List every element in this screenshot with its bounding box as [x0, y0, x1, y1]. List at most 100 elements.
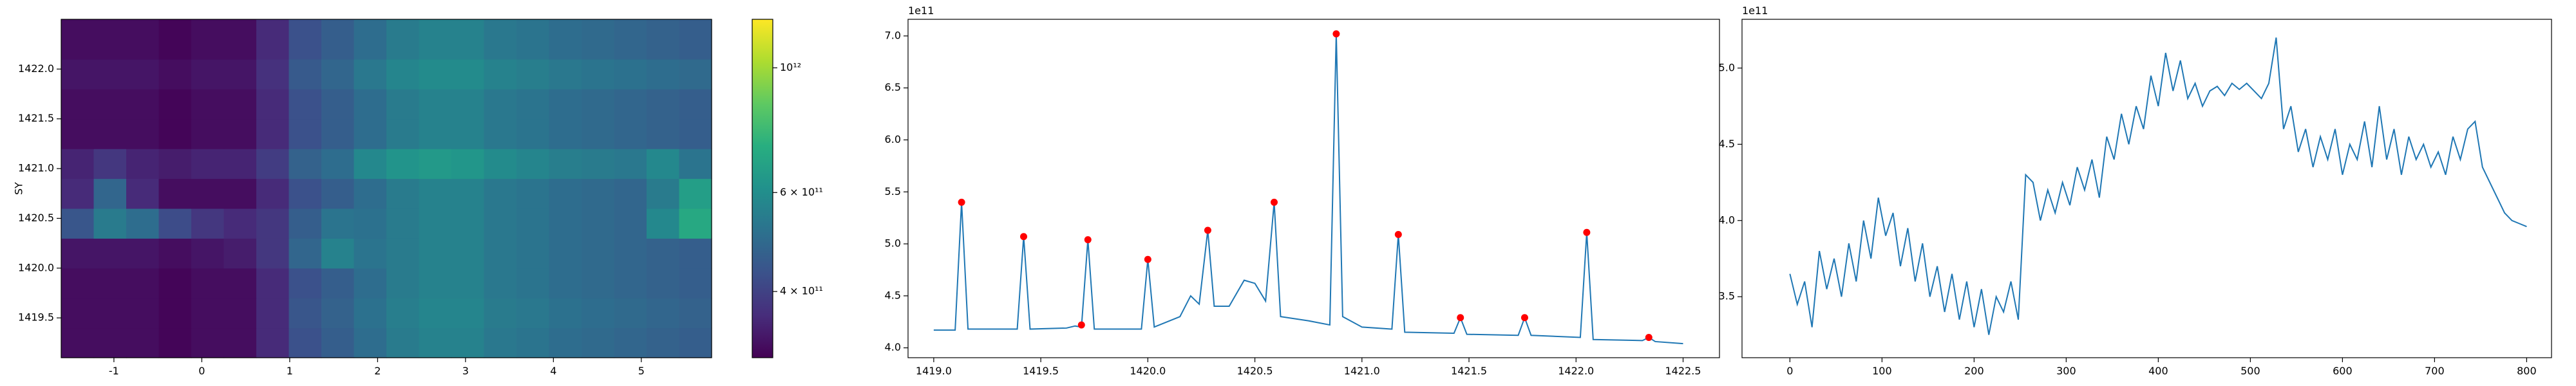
colorbar-frame [752, 19, 773, 358]
heatmap-cell [451, 327, 485, 358]
heatmap-cell [354, 29, 387, 60]
heatmap-cell [321, 178, 355, 209]
heatmap-cell [191, 19, 225, 30]
heatmap-cell [647, 208, 680, 239]
heatmap-cell [516, 268, 550, 299]
x-tick-label: 700 [2425, 365, 2445, 377]
heatmap-cell [484, 19, 517, 30]
heatmap-cell [289, 238, 322, 269]
heatmap-cell [321, 268, 355, 299]
heatmap-cell [289, 89, 322, 120]
x-tick-label: 4 [550, 365, 556, 377]
heatmap-cell [191, 149, 225, 179]
heatmap-cell [93, 118, 127, 149]
heatmap-cell [582, 178, 615, 209]
heatmap-cell [256, 89, 290, 120]
x-tick-label: 600 [2333, 365, 2353, 377]
heatmap-cell [516, 118, 550, 149]
heatmap-cell [126, 149, 160, 179]
heatmap-cell [191, 327, 225, 358]
heatmap-cell [354, 89, 387, 120]
heatmap-cell [516, 59, 550, 89]
heatmap-cell [223, 178, 257, 209]
heatmap-cell [451, 268, 485, 299]
heatmap-cell [61, 268, 95, 299]
heatmap-cell [484, 298, 517, 329]
heatmap-cell [126, 268, 160, 299]
heatmap-cell [549, 327, 582, 358]
heatmap-cell [158, 149, 192, 179]
x-tick-label: 1419.5 [1023, 365, 1059, 377]
heatmap-cell [516, 178, 550, 209]
heatmap-cell [679, 19, 712, 30]
axes-frame [1741, 19, 2552, 358]
heatmap-cell [647, 89, 680, 120]
heatmap-cell [419, 149, 452, 179]
heatmap-cell [679, 59, 712, 89]
heatmap-cell [582, 208, 615, 239]
heatmap-cell [158, 89, 192, 120]
x-tick-label: 200 [1964, 365, 1984, 377]
heatmap-cell [223, 268, 257, 299]
heatmap-cell [647, 238, 680, 269]
heatmap-cell [679, 327, 712, 358]
heatmap-cell [647, 298, 680, 329]
heatmap-cell [614, 89, 647, 120]
heatmap-cell [419, 89, 452, 120]
heatmap-cell [614, 268, 647, 299]
x-tick-label: 1419.0 [916, 365, 952, 377]
heatmap-cell [93, 208, 127, 239]
x-tick-label: 1422.5 [1665, 365, 1701, 377]
y-tick-label: 4.0 [1719, 214, 1735, 226]
heatmap-cell [516, 208, 550, 239]
heatmap-cell [419, 298, 452, 329]
heatmap-cell [419, 327, 452, 358]
heatmap-cell [451, 178, 485, 209]
heatmap-cell [484, 208, 517, 239]
peak-marker [958, 198, 965, 206]
heatmap-cell [484, 268, 517, 299]
heatmap-cell [419, 118, 452, 149]
heatmap-cell [158, 268, 192, 299]
heatmap-cell [93, 268, 127, 299]
heatmap-cell [126, 298, 160, 329]
heatmap-cell [289, 178, 322, 209]
heatmap-cell [582, 89, 615, 120]
heatmap-cell [289, 29, 322, 60]
heatmap-cell [93, 149, 127, 179]
heatmap-cell [93, 19, 127, 30]
heatmap-cell [516, 149, 550, 179]
heatmap-cell [289, 327, 322, 358]
heatmap-cell [61, 19, 95, 30]
heatmap-cell [256, 29, 290, 60]
heatmap-cell [484, 178, 517, 209]
heatmap-cell [61, 298, 95, 329]
heatmap-cell [679, 268, 712, 299]
heatmap-cell [256, 118, 290, 149]
heatmap-cell [354, 178, 387, 209]
heatmap-cell [484, 29, 517, 60]
heatmap-cell [354, 19, 387, 30]
heatmap-cell [647, 29, 680, 60]
heatmap-cell [321, 59, 355, 89]
heatmap-cell [223, 89, 257, 120]
heatmap-cell [256, 59, 290, 89]
heatmap-cell [256, 178, 290, 209]
heatmap-cell [158, 238, 192, 269]
plots: -1 0 1 2 3 4 5 1419.5 1420.0 1420.5 1421.0 1421.5 14… [18, 19, 2537, 377]
x-tick-label: 500 [2240, 365, 2260, 377]
heatmap-cell [93, 238, 127, 269]
heatmap-cell [61, 149, 95, 179]
heatmap-cell [516, 327, 550, 358]
heatmap-cell [223, 149, 257, 179]
heatmap-cell [93, 89, 127, 120]
heatmap-cell [386, 327, 420, 358]
heatmap-cell [451, 29, 485, 60]
heatmap-cell [679, 208, 712, 239]
peak-marker [1084, 236, 1092, 244]
x-tick-label: 2 [374, 365, 381, 377]
heatmap-cell [679, 29, 712, 60]
heatmap-cell [451, 298, 485, 329]
heatmap-cell [354, 298, 387, 329]
y-tick-label: 5.5 [885, 185, 901, 198]
